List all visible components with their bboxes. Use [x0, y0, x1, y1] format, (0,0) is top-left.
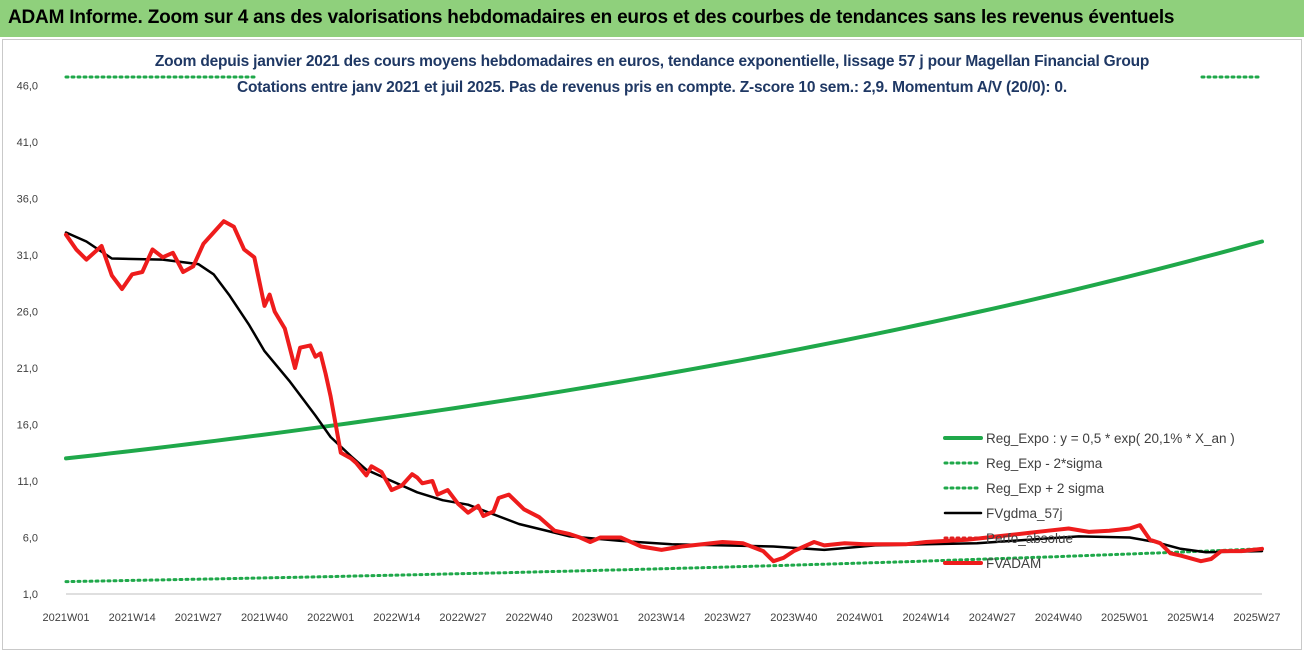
y-tick-label: 21,0	[17, 363, 38, 375]
header-bar: ADAM Informe. Zoom sur 4 ans des valoris…	[0, 0, 1304, 37]
chart-frame	[2, 39, 1302, 650]
y-tick-label: 16,0	[17, 420, 38, 432]
x-tick-label: 2025W01	[1101, 612, 1148, 624]
x-tick-label: 2025W14	[1167, 612, 1214, 624]
x-tick-label: 2024W27	[969, 612, 1016, 624]
legend-label: Reg_Exp - 2*sigma	[986, 456, 1103, 471]
x-tick-label: 2021W27	[175, 612, 222, 624]
x-tick-label: 2023W40	[770, 612, 817, 624]
x-tick-label: 2024W01	[836, 612, 883, 624]
y-tick-label: 26,0	[17, 307, 38, 319]
series-line-reg_expo	[64, 239, 1264, 461]
x-tick-label: 2021W01	[42, 612, 89, 624]
x-tick-label: 2024W14	[903, 612, 950, 624]
x-tick-label: 2021W14	[109, 612, 156, 624]
x-tick-label: 2022W01	[307, 612, 354, 624]
y-tick-label: 1,0	[23, 589, 38, 601]
series-line-fvgdma_57j	[64, 231, 1264, 554]
y-tick-label: 46,0	[17, 81, 38, 93]
series-layer	[64, 75, 1264, 584]
legend-label: FVgdma_57j	[986, 506, 1063, 521]
x-tick-label: 2025W27	[1233, 612, 1280, 624]
legend-label: Reg_Expo : y = 0,5 * exp( 20,1% * X_an )	[986, 431, 1235, 446]
chart-axes: 1,0 6,0 11,0 16,0 21,0 26,0 31,0 36,0 41,0 46,0 20…	[17, 81, 1281, 624]
y-tick-label: 11,0	[17, 476, 38, 488]
page-title: ADAM Informe. Zoom sur 4 ans des valoris…	[8, 7, 1175, 28]
x-tick-label: 2023W14	[638, 612, 685, 624]
x-tick-label: 2022W27	[439, 612, 486, 624]
series-line-reg_exp	[64, 547, 1264, 584]
x-tick-label: 2022W14	[373, 612, 420, 624]
legend-label: Reg_Exp + 2 sigma	[986, 481, 1105, 496]
x-tick-label: 2023W01	[572, 612, 619, 624]
y-tick-label: 36,0	[17, 194, 38, 206]
x-tick-label: 2021W40	[241, 612, 288, 624]
x-tick-label: 2023W27	[704, 612, 751, 624]
y-tick-label: 31,0	[17, 250, 38, 262]
legend-label: Perfo_absolue	[986, 531, 1073, 546]
chart-title: Zoom depuis janvier 2021 des cours moyen…	[154, 53, 1150, 70]
chart-subtitle: Cotations entre janv 2021 et juil 2025. …	[237, 79, 1067, 96]
y-tick-label: 6,0	[23, 533, 38, 545]
y-tick-label: 41,0	[17, 137, 38, 149]
chart-legend: Reg_Expo : y = 0,5 * exp( 20,1% * X_an )…	[943, 431, 1235, 571]
x-tick-label: 2022W40	[506, 612, 553, 624]
legend-label: FVADAM	[986, 556, 1041, 571]
series-line-fvadam	[64, 219, 1264, 564]
x-tick-label: 2024W40	[1035, 612, 1082, 624]
